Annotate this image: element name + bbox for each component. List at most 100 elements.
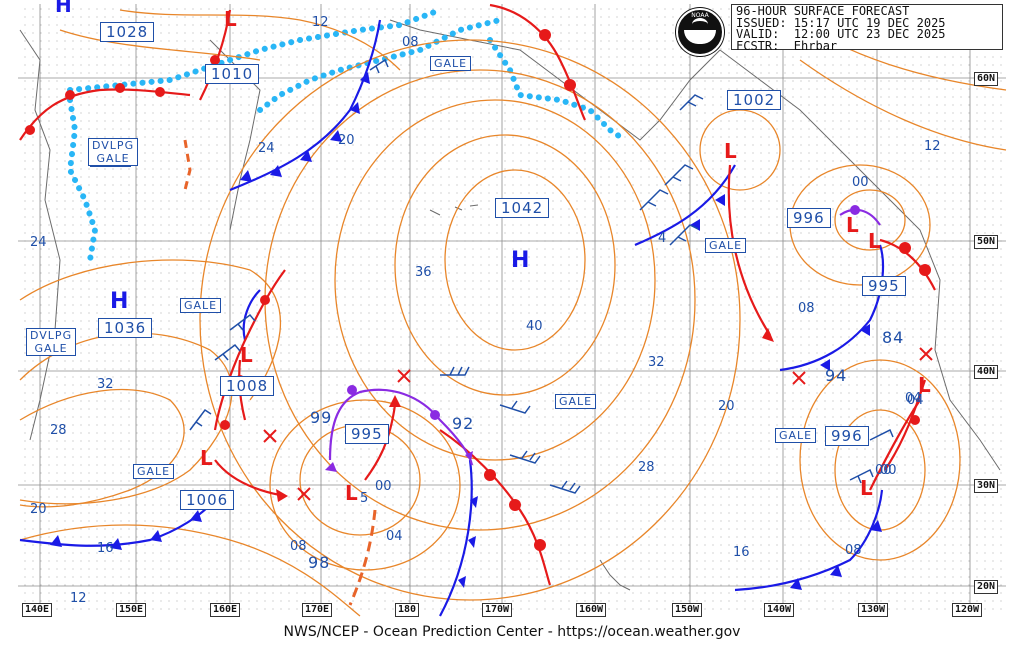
developing-line: GALE — [96, 152, 130, 165]
isobar-value-label: 04 — [907, 393, 924, 408]
gale-warning-label: GALE — [133, 464, 175, 479]
forecast-header: 96-HOUR SURFACE FORECAST ISSUED: 15:17 U… — [731, 4, 1003, 53]
isobar-value-label: 24 — [258, 141, 275, 156]
low-symbol: L — [724, 139, 737, 163]
latitude-label: 20N — [974, 580, 999, 594]
map-background — [18, 4, 1006, 616]
low-symbol: L — [918, 373, 931, 397]
gale-warning-label: GALE — [430, 56, 472, 71]
high-symbol: H — [511, 248, 529, 273]
header-issued: ISSUED: 15:17 UTC 19 DEC 2025 — [736, 15, 946, 30]
low-symbol: L — [200, 446, 213, 470]
occluded-front-symbols — [325, 205, 860, 472]
header-valid: VALID: 12:00 UTC 23 DEC 2025 — [736, 27, 946, 41]
low-symbol: L — [846, 213, 859, 237]
x-marks — [263, 347, 933, 501]
longitude-label: 180 — [395, 603, 420, 617]
latitude-label: 60N — [974, 72, 999, 86]
low-symbol: L — [240, 343, 253, 367]
isobar-value-label: 94 — [825, 366, 848, 385]
isobar-value-label: 00 — [852, 175, 869, 190]
low-symbol: L — [860, 476, 873, 500]
isobar-value-label: 32 — [97, 377, 114, 392]
noaa-logo: NOAA — [676, 8, 724, 56]
bird-icon — [692, 18, 708, 31]
latitude-label: 40N — [974, 365, 999, 379]
isobar-value-label: 16 — [97, 541, 114, 556]
developing-line: GALE — [34, 342, 68, 355]
isobar-value-label: 12 — [312, 15, 329, 30]
high-symbol: H — [55, 0, 72, 17]
isobar-value-label: 08 — [290, 539, 307, 554]
longitude-label: 160E — [210, 603, 241, 617]
isobar-value-label: 00 — [880, 463, 897, 478]
pressure-value-box: 1036 — [98, 318, 153, 338]
gale-warning-label: GALE — [705, 238, 747, 253]
isobar-value-label: 98 — [308, 553, 331, 572]
isobar-value-label: 84 — [882, 328, 905, 347]
isobar-value-label: 20 — [30, 502, 47, 517]
pressure-value-box: 1006 — [180, 490, 235, 510]
low-symbol: L — [345, 481, 358, 505]
isobar-value-label: 99 — [310, 408, 333, 427]
isobar-value-label: 04 — [386, 529, 403, 544]
wind-barbs — [189, 58, 894, 494]
low-symbol: L — [868, 229, 881, 253]
logo-text: NOAA — [691, 12, 709, 19]
longitude-label: 150W — [672, 603, 703, 617]
isobar-value-label: 12 — [70, 591, 87, 606]
pressure-value-box: 1008 — [220, 376, 275, 396]
isobar-value-label: 00 — [375, 479, 392, 494]
latitude-label: 30N — [974, 479, 999, 493]
ice-edge — [66, 7, 628, 263]
longitude-label: 140W — [764, 603, 795, 617]
longitude-label: 130W — [858, 603, 889, 617]
isobar-value-label: 92 — [452, 414, 475, 433]
wave-icon — [684, 30, 716, 44]
pressure-value-box: 1042 — [495, 198, 550, 218]
isobar-value-label: 4 — [658, 231, 667, 246]
gale-warning-label: GALE — [555, 394, 597, 409]
pressure-value-box: 1002 — [727, 90, 782, 110]
pressure-value-box: 996 — [825, 426, 869, 446]
low-centers: L L L L L L L L L — [200, 7, 931, 505]
isobar-value-label: 16 — [733, 545, 750, 560]
occluded-fronts — [328, 208, 881, 466]
pressure-value-box: 996 — [787, 208, 831, 228]
developing-gale-label: DVLPG GALE — [26, 328, 77, 356]
isobar-value-label: 32 — [648, 355, 665, 370]
isobar-value-label: 08 — [402, 35, 419, 50]
isobar-value-label: 28 — [50, 423, 67, 438]
header-title: 96-HOUR SURFACE FORECAST — [736, 4, 910, 18]
pressure-value-box: 995 — [862, 276, 906, 296]
longitude-label: 160W — [576, 603, 607, 617]
high-centers: H H H — [55, 0, 529, 314]
pressure-value-box: 1028 — [100, 22, 155, 42]
longitude-label: 170E — [302, 603, 333, 617]
warm-front-bumps — [25, 29, 931, 551]
high-symbol: H — [110, 289, 128, 314]
developing-gale-label: DVLPG GALE — [88, 138, 139, 166]
developing-line: DVLPG — [92, 139, 135, 152]
pressure-value-box: 1010 — [205, 64, 260, 84]
cold-front-barbs — [50, 72, 890, 590]
header-forecaster: FCSTR: Ehrbar — [736, 38, 838, 53]
longitude-label: 150E — [116, 603, 147, 617]
footer-credit: NWS/NCEP - Ocean Prediction Center - htt… — [283, 624, 741, 640]
isobar-value-label: 12 — [924, 139, 941, 154]
isobar-value-label: 08 — [845, 543, 862, 558]
isobar-value-label: 28 — [638, 460, 655, 475]
isobar-value-label: 36 — [415, 265, 432, 280]
low-symbol: L — [224, 7, 237, 31]
isobar-value-label: 08 — [798, 301, 815, 316]
forecast-track-dashed — [348, 509, 377, 606]
isobar-value-label: 20 — [718, 399, 735, 414]
isobar-value-label: 20 — [338, 133, 355, 148]
pressure-value-box: 995 — [345, 424, 389, 444]
gale-warning-label: GALE — [180, 298, 222, 313]
developing-low-dashed — [183, 139, 192, 191]
isobar-value-label: 40 — [526, 319, 543, 334]
isobar-value-label: 24 — [30, 235, 47, 250]
gale-warning-label: GALE — [775, 428, 817, 443]
